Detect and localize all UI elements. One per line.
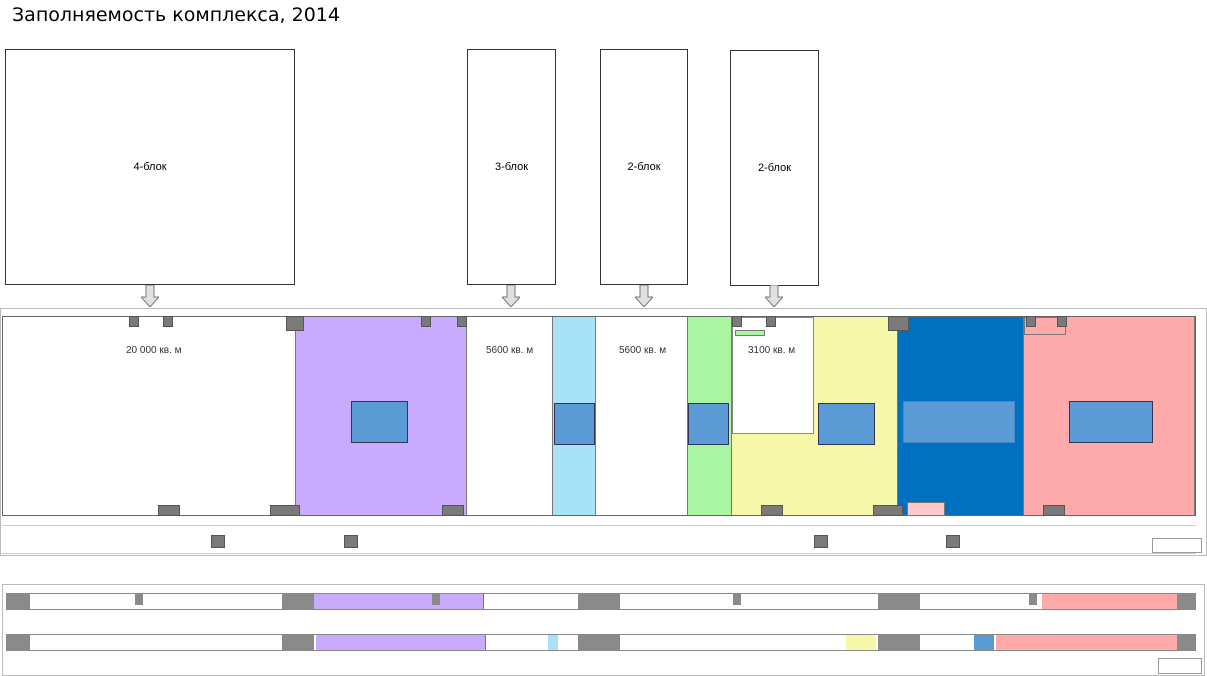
green-marker bbox=[735, 330, 765, 336]
outside-unit bbox=[344, 535, 358, 548]
inner-rack-dark-blue bbox=[903, 401, 1015, 443]
dock-bottom bbox=[158, 505, 180, 516]
dock-top bbox=[286, 316, 304, 331]
strip1-purple bbox=[314, 594, 484, 609]
strip1-grey bbox=[282, 594, 314, 609]
block-2a: 2-блок bbox=[600, 49, 688, 285]
inner-rack-pink bbox=[1069, 401, 1153, 443]
block-2b: 2-блок bbox=[730, 50, 819, 286]
area-label-4block: 20 000 кв. м bbox=[126, 345, 182, 356]
block-label: 2-блок bbox=[757, 162, 792, 174]
dock-top bbox=[457, 316, 467, 327]
strip2-grey bbox=[282, 635, 314, 650]
inner-rack-yellow bbox=[818, 403, 875, 445]
strip2-pink bbox=[996, 635, 1177, 650]
pink-annex bbox=[907, 502, 945, 516]
outside-unit bbox=[946, 535, 960, 548]
strip1-dock bbox=[1029, 594, 1037, 605]
down-arrow-icon bbox=[141, 285, 159, 307]
outside-unit bbox=[211, 535, 225, 548]
area-label-2block-a: 5600 кв. м bbox=[619, 345, 667, 356]
inner-rack-light-blue bbox=[554, 403, 595, 445]
strip1-grey bbox=[878, 594, 920, 609]
strip1-grey bbox=[6, 594, 30, 609]
block-label: 4-блок bbox=[133, 161, 167, 173]
dock-top bbox=[421, 316, 431, 327]
zone-white-2block-b bbox=[732, 317, 814, 434]
down-arrow-icon bbox=[635, 285, 653, 307]
area-label-3block: 5600 кв. м bbox=[486, 345, 534, 356]
strip2-grey bbox=[878, 635, 920, 650]
strip2-dark-blue bbox=[974, 635, 994, 650]
inner-rack-green bbox=[688, 403, 729, 445]
dock-bottom bbox=[270, 505, 300, 516]
strip2-grey bbox=[1177, 635, 1196, 650]
lower-title-stamp bbox=[1158, 658, 1202, 674]
dock-top bbox=[732, 316, 742, 327]
block-label: 2-блок bbox=[627, 161, 661, 173]
strip2-light-blue bbox=[548, 635, 558, 650]
title-stamp bbox=[1152, 538, 1202, 553]
dock-top bbox=[888, 316, 909, 331]
area-label-2block-b: 3100 кв. м bbox=[748, 345, 796, 356]
dock-bottom bbox=[442, 505, 464, 516]
road-line bbox=[2, 553, 1196, 554]
strip1-dock bbox=[135, 594, 143, 605]
strip1-dock bbox=[733, 594, 741, 605]
outside-unit bbox=[814, 535, 828, 548]
zone-white-2block bbox=[596, 317, 688, 515]
strip2-yellow bbox=[846, 635, 876, 650]
strip1-grey bbox=[1177, 594, 1196, 609]
dock-top bbox=[163, 316, 173, 327]
strip1-grey bbox=[578, 594, 620, 609]
strip2-purple bbox=[316, 635, 486, 650]
dock-bottom bbox=[1043, 505, 1065, 516]
down-arrow-icon bbox=[765, 285, 783, 307]
dock-top bbox=[1026, 316, 1036, 327]
block-4: 4-блок bbox=[5, 49, 295, 285]
dock-top bbox=[766, 316, 776, 327]
dock-top bbox=[1057, 316, 1067, 327]
page-title: Заполняемость комплекса, 2014 bbox=[12, 4, 340, 26]
block-3: 3-блок bbox=[467, 49, 556, 285]
zone-white-4block bbox=[3, 317, 296, 515]
strip2-grey bbox=[6, 635, 30, 650]
inner-rack-purple bbox=[351, 401, 408, 443]
strip1-dock bbox=[432, 594, 440, 605]
block-label: 3-блок bbox=[494, 161, 529, 173]
road-line bbox=[2, 525, 1196, 526]
dock-top bbox=[129, 316, 139, 327]
dock-bottom bbox=[761, 505, 783, 516]
strip2-grey bbox=[578, 635, 620, 650]
strip1-pink bbox=[1042, 594, 1177, 609]
down-arrow-icon bbox=[502, 285, 520, 307]
dock-bottom bbox=[873, 505, 903, 516]
zone-white-3block bbox=[467, 317, 553, 515]
